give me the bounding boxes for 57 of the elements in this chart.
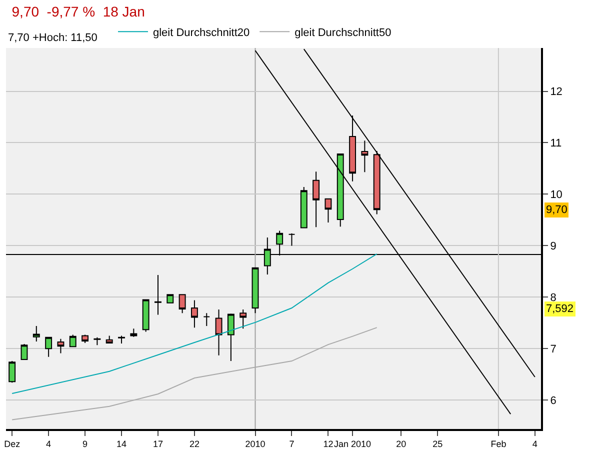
candlestick [154, 274, 162, 316]
candlestick [190, 300, 198, 328]
candlestick [166, 294, 174, 304]
x-tick-label: 12 [323, 438, 334, 449]
candlestick [215, 309, 222, 356]
candlestick [20, 344, 28, 360]
candlestick [69, 334, 76, 348]
candlestick [349, 114, 356, 182]
y-tick-label: 7 [550, 344, 556, 356]
candlestick [118, 335, 125, 344]
candlestick [8, 360, 16, 384]
x-tick-label: Jan 2010 [334, 438, 372, 449]
x-tick-label: Feb [490, 438, 506, 449]
y-tick-label: 11 [550, 138, 562, 150]
candlestick [82, 334, 89, 344]
candlestick [312, 171, 320, 228]
candlestick [288, 232, 296, 246]
x-tick-label: 20 [396, 438, 406, 449]
candlestick [45, 336, 52, 358]
candlestick [324, 198, 332, 224]
y-tick-label: 6 [550, 395, 556, 408]
x-tick-label: 4 [46, 438, 52, 449]
chart-title: 9,70 -9,77 % 18 Jan [12, 4, 145, 20]
x-tick-label: Dez [4, 438, 21, 449]
candlestick [300, 186, 308, 228]
candlestick [130, 328, 138, 338]
y-tick-label: 12 [550, 86, 562, 98]
text: 7,70 +Hoch: 11,50 [8, 32, 98, 44]
legend-label: gleit Durchschnitt20 [153, 26, 250, 39]
candlestick [252, 267, 259, 314]
x-tick-label: 14 [116, 438, 127, 449]
line-series [12, 253, 378, 394]
candlestick [373, 150, 380, 215]
x-tick-label: 25 [432, 438, 443, 449]
text: 7,592 [546, 303, 574, 315]
x-tick-label: 22 [189, 438, 200, 449]
candlestick [106, 335, 113, 344]
x-tick-label: 7 [289, 438, 294, 449]
x-tick-label: 2010 [245, 438, 266, 449]
candlestick [178, 294, 186, 314]
y-tick-label: 10 [550, 189, 562, 202]
x-tick-label: 4 [532, 438, 538, 449]
x-tick-label: 9 [82, 438, 88, 449]
y-tick-label: 8 [550, 292, 556, 304]
y-tick-label: 9 [550, 240, 556, 253]
candlestick [227, 313, 234, 362]
candlestick [240, 309, 247, 330]
candlestick [94, 336, 101, 346]
x-tick-label: 17 [152, 438, 163, 449]
candlestick [336, 154, 344, 228]
candlestick [203, 312, 210, 327]
legend-label: gleit Durchschnitt50 [294, 26, 392, 39]
candlestick [361, 140, 368, 173]
candlestick [57, 338, 64, 354]
candlestick [32, 326, 40, 342]
candlestick [142, 299, 150, 332]
text: 9,70 [546, 204, 568, 216]
